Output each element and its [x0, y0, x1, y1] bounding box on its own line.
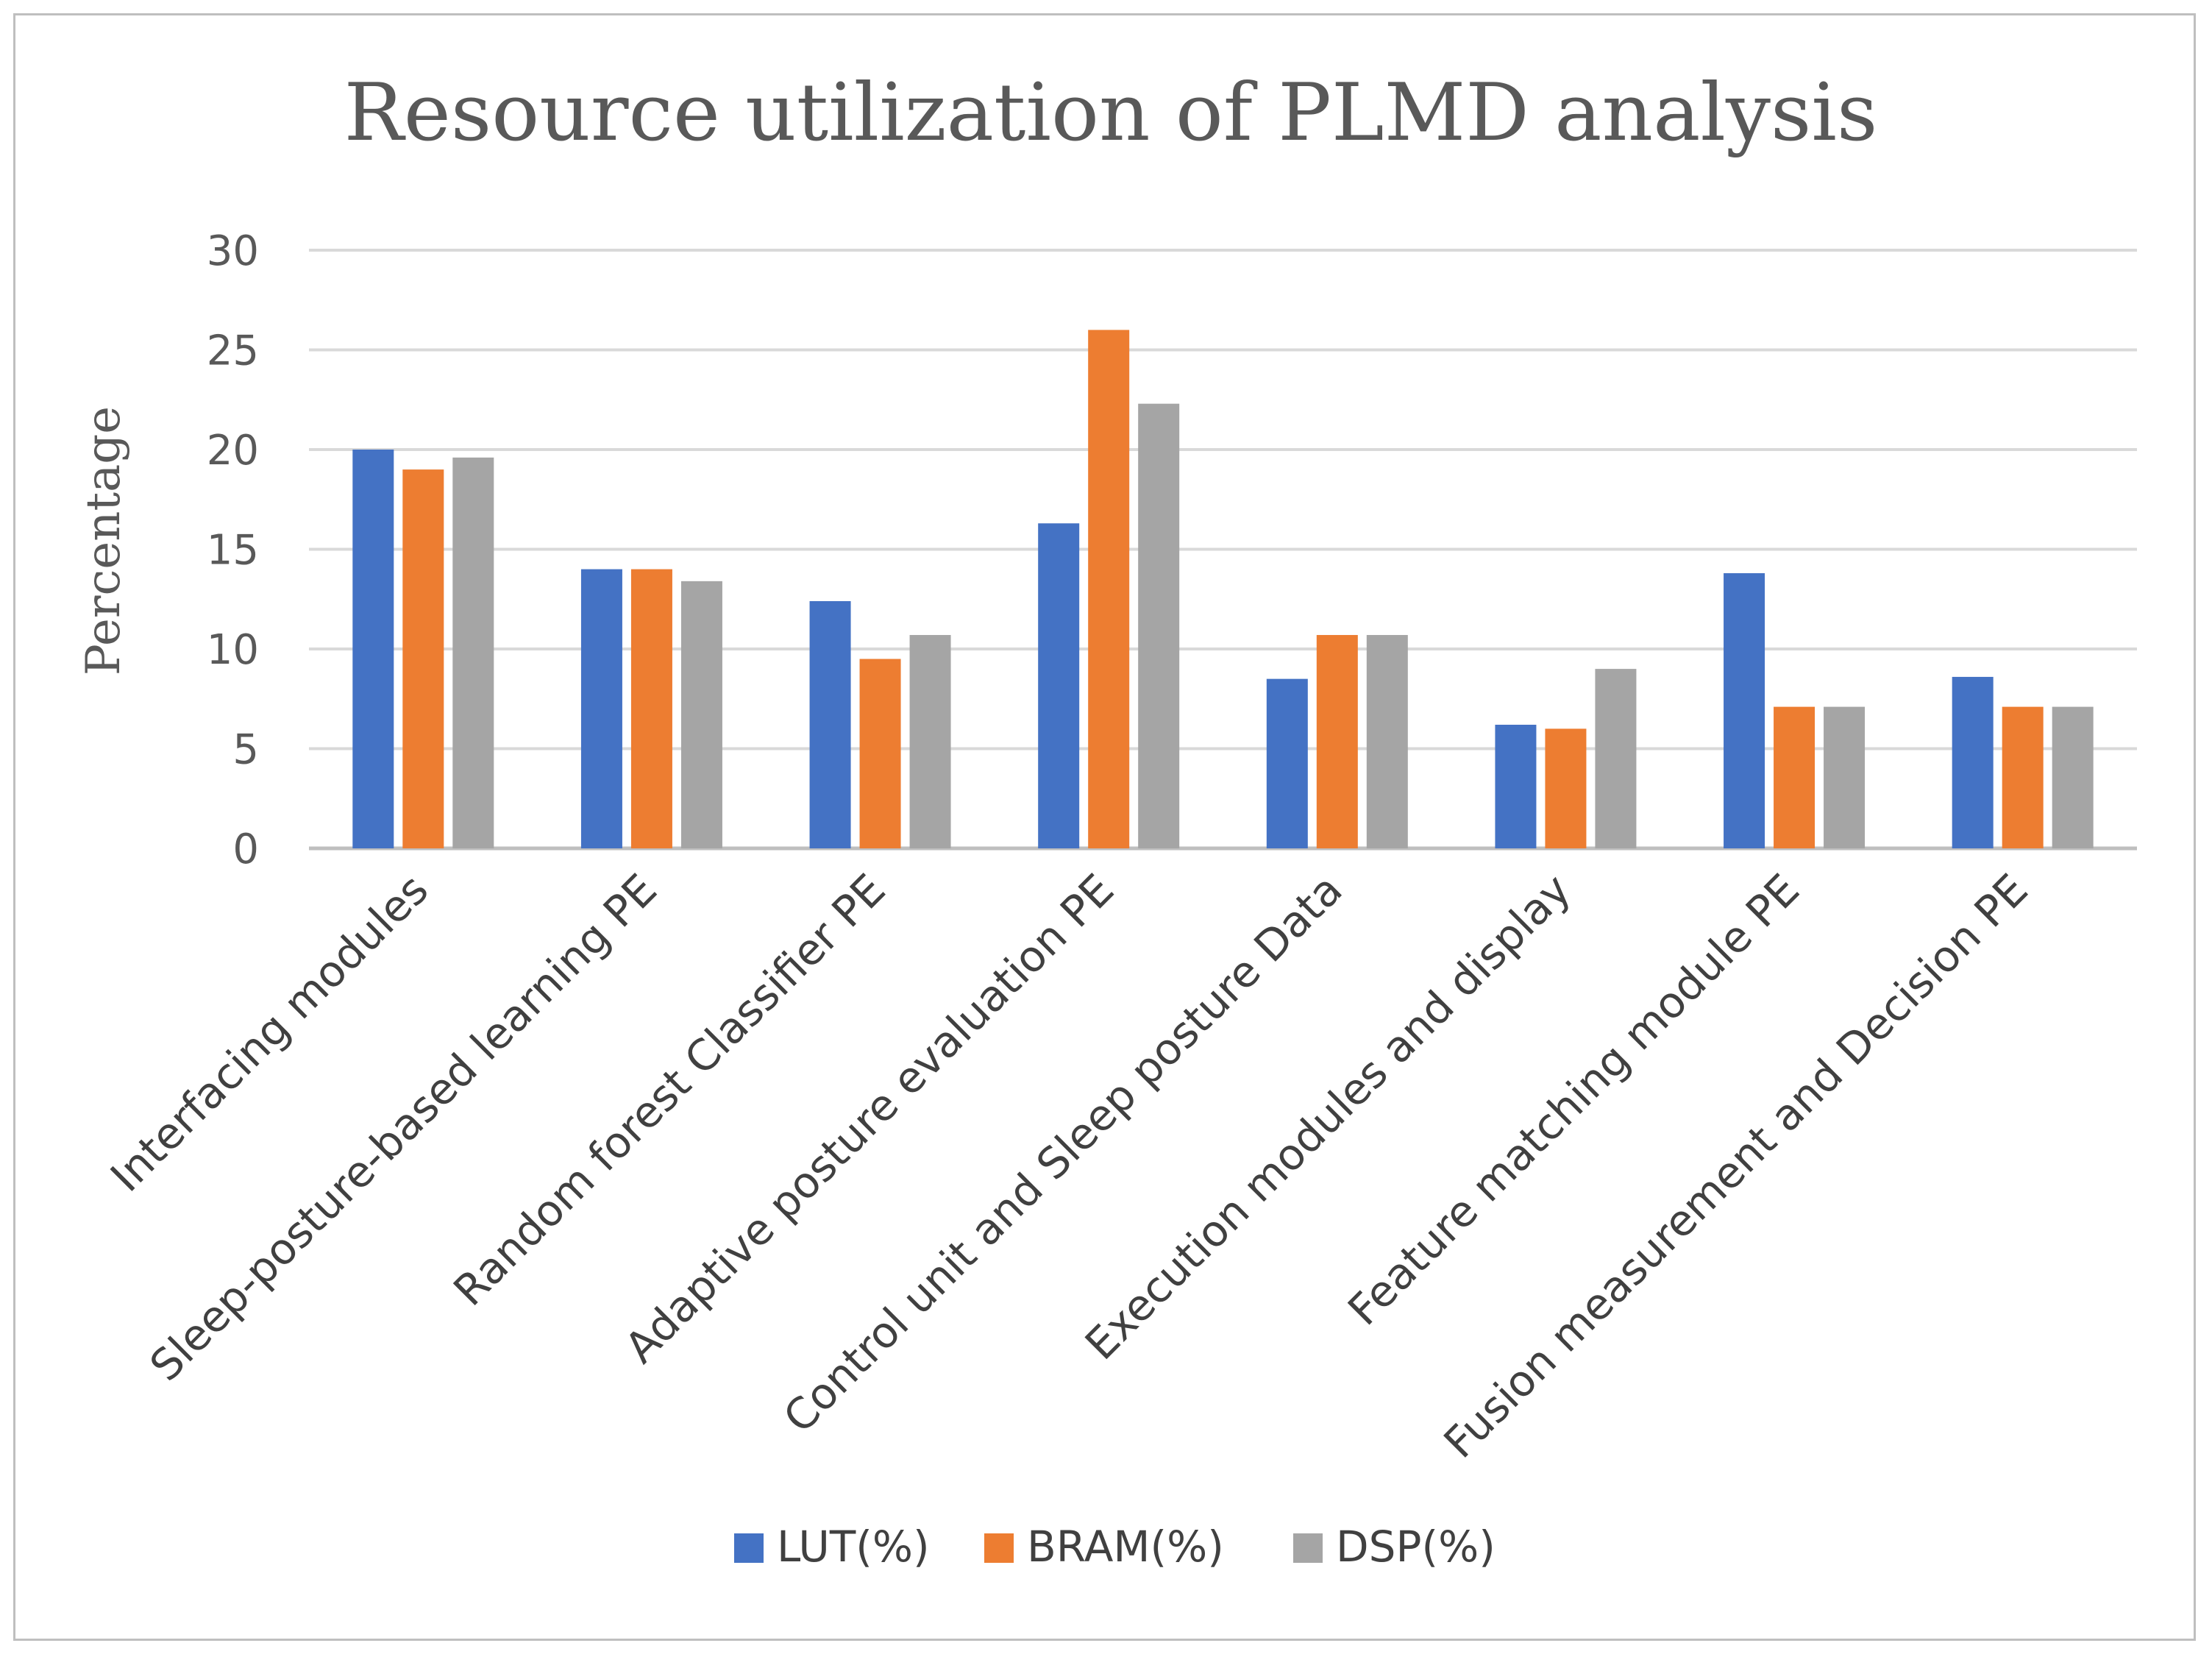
bar-bram [2002, 706, 2044, 848]
y-tick-label: 10 [207, 626, 259, 674]
category-label: Feature matching module PE [1338, 865, 1809, 1335]
bar-bram [402, 469, 444, 848]
y-tick-label: 5 [232, 726, 259, 774]
legend-label: LUT(%) [777, 1522, 930, 1572]
bar-bram [630, 569, 672, 848]
bar-lut [1266, 678, 1308, 848]
bar-dsp [1366, 635, 1408, 848]
legend-swatch [734, 1533, 764, 1563]
category-label: Execution modules and display [1075, 865, 1580, 1369]
legend-swatch [1293, 1533, 1323, 1563]
bar-lut [1038, 523, 1080, 848]
bar-lut [809, 600, 851, 848]
bar-lut [1952, 676, 1994, 848]
bar-lut [352, 450, 394, 848]
bars [352, 330, 2094, 848]
legend: LUT(%) BRAM(%) DSP(%) [734, 1522, 1496, 1572]
y-tick-label: 30 [207, 227, 259, 275]
bar-bram [1774, 706, 1816, 848]
bar-bram [1545, 728, 1587, 848]
bar-bram [1088, 330, 1130, 848]
category-label: Random forest Classifier PE [444, 865, 895, 1316]
bar-dsp [909, 635, 951, 848]
y-tick-label: 25 [207, 327, 259, 375]
bar-lut [580, 569, 622, 848]
category-label: Sleep-posture-based learning PE [141, 865, 666, 1391]
chart-title: Resource utilization of PLMD analysis [344, 67, 1878, 159]
bar-dsp [2052, 706, 2094, 848]
bar-lut [1495, 724, 1537, 848]
legend-label: BRAM(%) [1027, 1522, 1224, 1572]
y-tick-label: 0 [232, 826, 259, 873]
bar-lut [1724, 573, 1765, 848]
bar-dsp [680, 581, 722, 848]
bar-bram [859, 659, 901, 848]
bar-dsp [1138, 403, 1180, 848]
bar-bram [1316, 635, 1358, 848]
legend-label: DSP(%) [1336, 1522, 1496, 1572]
y-axis-ticks: 0 5 10 15 20 25 30 [207, 227, 259, 873]
category-label: Adaptive posture evaluation PE [615, 865, 1123, 1373]
y-tick-label: 20 [207, 427, 259, 475]
bar-dsp [1824, 706, 1866, 848]
y-axis-label: Percentage [77, 406, 131, 675]
bar-dsp [452, 457, 494, 848]
y-tick-label: 15 [207, 527, 259, 575]
bar-dsp [1595, 669, 1637, 848]
legend-swatch [984, 1533, 1014, 1563]
